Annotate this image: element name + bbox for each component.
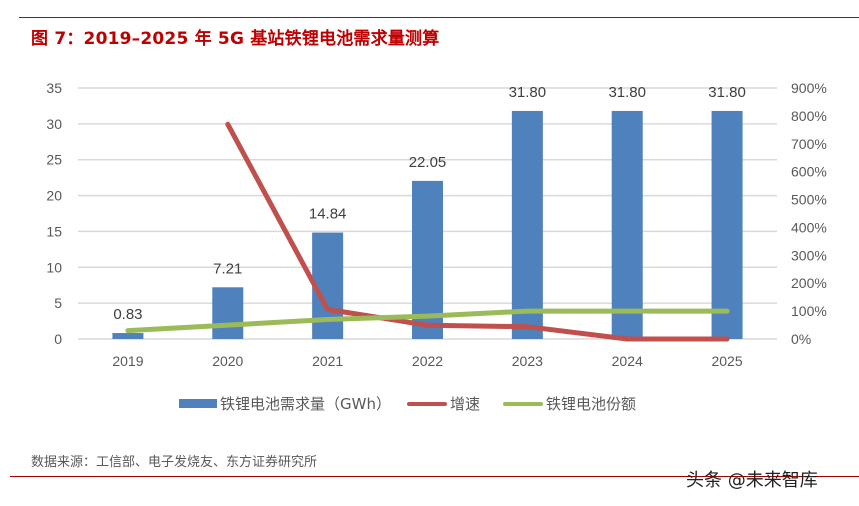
bar [611, 110, 643, 339]
data-source-note: 数据来源：工信部、电子发烧友、东方证券研究所 [31, 455, 318, 470]
legend-label: 铁锂电池需求量（GWh） [220, 395, 391, 413]
bottom-divider [10, 476, 859, 477]
bar-data-label: 7.21 [213, 260, 242, 277]
line-series [225, 121, 730, 342]
legend-item-share: 铁锂电池份额 [503, 393, 636, 414]
bar [511, 110, 543, 339]
chart-title: 图 7：2019–2025 年 5G 基站铁锂电池需求量测算 [31, 29, 440, 49]
bar-data-label: 14.84 [309, 206, 347, 223]
right-axis-tick: 400% [791, 219, 827, 235]
bar [212, 287, 244, 339]
chart-legend: 铁锂电池需求量（GWh） 增速 铁锂电池份额 [0, 393, 859, 415]
right-axis-tick: 100% [791, 303, 827, 319]
x-axis-tick: 2021 [312, 353, 343, 369]
left-axis-tick: 20 [46, 188, 62, 204]
x-axis-tick: 2025 [711, 353, 742, 369]
bar [412, 180, 443, 339]
right-axis-tick: 0% [791, 331, 811, 347]
legend-item-demand: 铁锂电池需求量（GWh） [179, 393, 391, 414]
x-axis-tick: 2023 [512, 353, 543, 369]
bar-data-label: 0.83 [113, 306, 142, 323]
right-axis-tick: 800% [791, 108, 827, 124]
x-axis-tick: 2024 [612, 353, 643, 369]
legend-item-growth: 增速 [407, 393, 480, 414]
right-axis-tick: 700% [791, 136, 827, 152]
bar [112, 333, 144, 339]
left-axis-tick: 30 [46, 116, 62, 132]
bar-data-label: 31.80 [509, 84, 547, 101]
legend-label: 铁锂电池份额 [546, 395, 637, 413]
right-axis-tick: 600% [791, 164, 827, 180]
legend-label: 增速 [450, 395, 481, 413]
bar-data-label: 22.05 [409, 154, 447, 171]
left-axis-tick: 5 [54, 295, 62, 311]
x-axis-tick: 2019 [112, 353, 143, 369]
legend-line-swatch [503, 401, 543, 406]
left-axis-tick: 35 [46, 80, 62, 96]
left-axis-tick: 10 [46, 259, 62, 275]
chart-plot-area: 051015202530350%100%200%300%400%500%600%… [46, 80, 827, 369]
top-divider [19, 17, 859, 18]
x-axis-tick: 2022 [412, 353, 443, 369]
right-axis-tick: 200% [791, 275, 827, 291]
bar [711, 110, 743, 339]
legend-line-swatch [407, 401, 447, 406]
legend-bar-swatch [179, 399, 217, 408]
bar-data-label: 31.80 [608, 84, 646, 101]
left-axis-tick: 25 [46, 152, 62, 168]
right-axis-tick: 300% [791, 247, 827, 263]
bar-data-label: 31.80 [708, 84, 746, 101]
watermark: 头条 @未来智库 [686, 470, 818, 491]
right-axis-tick: 500% [791, 192, 827, 208]
left-axis-tick: 15 [46, 223, 62, 239]
line-series [125, 308, 730, 334]
x-axis-tick: 2020 [212, 353, 243, 369]
right-axis-tick: 900% [791, 80, 827, 96]
left-axis-tick: 0 [54, 331, 62, 347]
